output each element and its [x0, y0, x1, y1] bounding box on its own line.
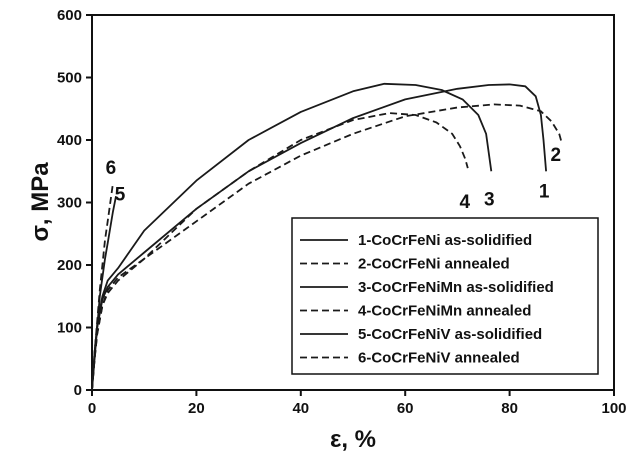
curve-label-2: 2	[551, 145, 562, 166]
legend-label: 2-CoCrFeNi annealed	[358, 256, 510, 273]
y-tick-label: 500	[57, 70, 82, 87]
y-axis-title: σ, MPa	[27, 162, 54, 242]
x-tick-label: 40	[292, 400, 309, 417]
y-axis-ticks: 0 100 200 300 400 500 600	[57, 7, 92, 399]
curve-label-1: 1	[539, 181, 550, 202]
legend-label: 6-CoCrFeNiV annealed	[358, 350, 520, 367]
x-tick-label: 80	[501, 400, 518, 417]
legend-label: 3-CoCrFeNiMn as-solidified	[358, 279, 554, 296]
y-tick-label: 400	[57, 132, 82, 149]
series-line-2	[91, 103, 563, 391]
y-tick-label: 300	[57, 195, 82, 212]
series-line-4	[91, 112, 469, 391]
x-tick-label: 100	[601, 400, 626, 417]
series-line-3	[91, 82, 493, 391]
curve-label-5: 5	[115, 184, 126, 205]
legend-box	[291, 217, 599, 375]
curves	[91, 82, 563, 391]
x-axis-title: ε, %	[330, 426, 376, 453]
series-line-6	[91, 183, 114, 391]
curve-label-4: 4	[460, 192, 471, 213]
legend-label: 4-CoCrFeNiMn annealed	[358, 303, 531, 320]
x-tick-label: 0	[88, 400, 96, 417]
y-tick-label: 200	[57, 257, 82, 274]
x-tick-label: 20	[188, 400, 205, 417]
x-tick-label: 60	[397, 400, 414, 417]
legend-label: 5-CoCrFeNiV as-solidified	[358, 326, 542, 343]
curve-label-3: 3	[484, 189, 495, 210]
y-tick-label: 100	[57, 320, 82, 337]
x-axis-ticks: 0 20 40 60 80 100	[88, 390, 627, 417]
y-tick-label: 600	[57, 7, 82, 24]
legend-label: 1-CoCrFeNi as-solidified	[358, 232, 532, 249]
curve-label-6: 6	[106, 158, 117, 179]
legend: 1-CoCrFeNi as-solidified 2-CoCrFeNi annea…	[291, 217, 599, 375]
y-tick-label: 0	[74, 382, 82, 399]
